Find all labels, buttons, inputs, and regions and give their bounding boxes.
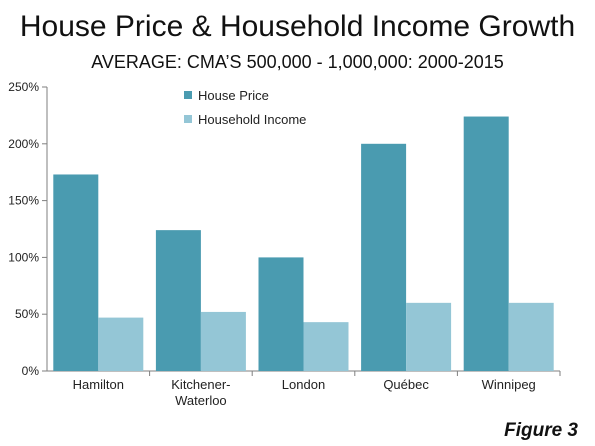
x-tick-label: Winnipeg xyxy=(482,377,536,392)
x-tick-label-line: Hamilton xyxy=(73,377,124,392)
y-tick-label: 150% xyxy=(8,194,39,208)
bar-house-price xyxy=(258,257,304,371)
y-tick-label: 50% xyxy=(15,307,39,321)
bar-household-income xyxy=(303,322,349,371)
x-tick-label: London xyxy=(282,377,325,392)
chart-legend: House Price Household Income xyxy=(184,88,306,127)
bar-house-price xyxy=(361,143,407,371)
legend-label: House Price xyxy=(198,88,269,103)
y-tick-label: 0% xyxy=(22,364,40,378)
x-tick-label-line: Québec xyxy=(383,377,429,392)
x-tick-label: Hamilton xyxy=(73,377,124,392)
x-tick-label-line: Waterloo xyxy=(175,393,227,408)
chart-bars xyxy=(53,116,554,371)
x-tick-label-line: Winnipeg xyxy=(482,377,536,392)
y-tick-label: 200% xyxy=(8,137,39,151)
y-tick-label: 100% xyxy=(8,250,39,264)
figure-label: Figure 3 xyxy=(504,420,578,441)
y-tick-label: 250% xyxy=(8,80,39,94)
bar-household-income xyxy=(508,302,554,371)
x-axis-labels: Hamilton Kitchener-Waterloo London Québec Wi… xyxy=(73,377,536,408)
x-tick-label: Kitchener-Waterloo xyxy=(171,377,230,408)
legend-swatch xyxy=(184,115,192,123)
x-tick-label-line: Kitchener- xyxy=(171,377,230,392)
chart-title: House Price & Household Income Growth xyxy=(19,10,576,43)
legend-label: Household Income xyxy=(198,112,306,127)
bar-house-price xyxy=(53,174,99,371)
x-tick-label: Québec xyxy=(383,377,429,392)
bar-household-income xyxy=(98,317,144,371)
bar-house-price xyxy=(155,230,201,371)
legend-swatch xyxy=(184,91,192,99)
chart-subtitle: AVERAGE: CMA’S 500,000 - 1,000,000: 2000… xyxy=(91,52,504,72)
bar-house-price xyxy=(463,116,509,371)
bar-household-income xyxy=(406,302,452,371)
bar-household-income xyxy=(200,311,246,371)
x-tick-label-line: London xyxy=(282,377,325,392)
